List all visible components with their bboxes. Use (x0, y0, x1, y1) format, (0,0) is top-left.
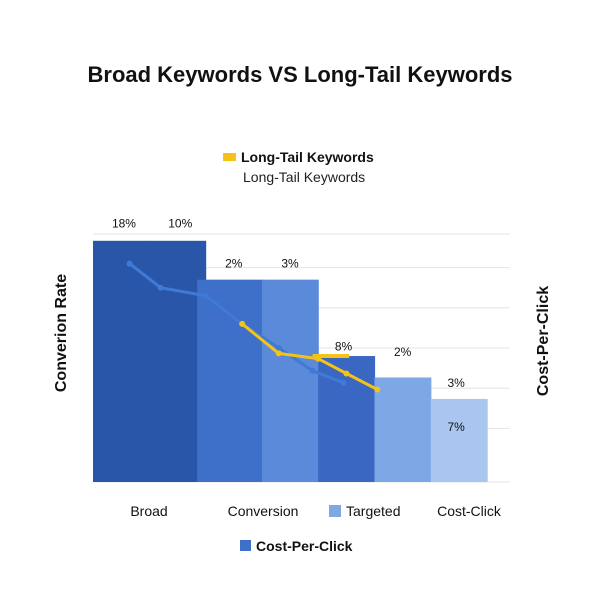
series-point (340, 379, 347, 386)
bar-segment (149, 240, 207, 482)
bars (93, 240, 488, 482)
y-axis-title: Converion Rate (53, 274, 70, 392)
series-point (374, 386, 381, 393)
data-label: 3% (281, 257, 299, 271)
series-point (202, 292, 209, 299)
bar-segment (197, 279, 263, 482)
legend-swatch-targeted (329, 505, 341, 517)
series-point (275, 350, 282, 357)
legend-swatch-cost-per-click (240, 540, 251, 551)
y2-axis-title: Cost-Per-Click (535, 286, 552, 396)
series-point (126, 260, 133, 267)
series-point (239, 320, 246, 327)
series-point (275, 345, 282, 351)
bar-segment (374, 377, 432, 482)
category-label: Broad (130, 503, 167, 519)
legend-sublabel-long-tail: Long-Tail Keywords (243, 169, 365, 185)
bar-segment (430, 398, 488, 482)
series-point (343, 370, 350, 377)
chart-title: Broad Keywords VS Long-Tail Keywords (88, 62, 513, 87)
data-labels: 18% 10% 2% 3% 8% 2% 3% 7% (112, 216, 465, 434)
legend-swatch-long-tail (223, 153, 236, 161)
lines (126, 260, 381, 393)
category-label: Conversion (228, 503, 299, 519)
data-label: 7% (447, 420, 465, 434)
data-label: 3% (447, 376, 465, 390)
series-point (157, 284, 164, 291)
bar-segment (261, 279, 319, 482)
data-label: 8% (335, 340, 353, 354)
legend-label-cost-per-click: Cost-Per-Click (256, 538, 353, 554)
category-label: Cost-Click (437, 503, 502, 519)
data-label: 18% (112, 216, 136, 230)
data-label: 2% (225, 257, 243, 271)
data-label: 2% (394, 345, 412, 359)
series-point (309, 367, 316, 374)
data-label: 10% (168, 216, 192, 230)
legend-label-long-tail: Long-Tail Keywords (241, 149, 374, 165)
category-label: Targeted (346, 503, 400, 519)
bar-segment (93, 240, 150, 482)
